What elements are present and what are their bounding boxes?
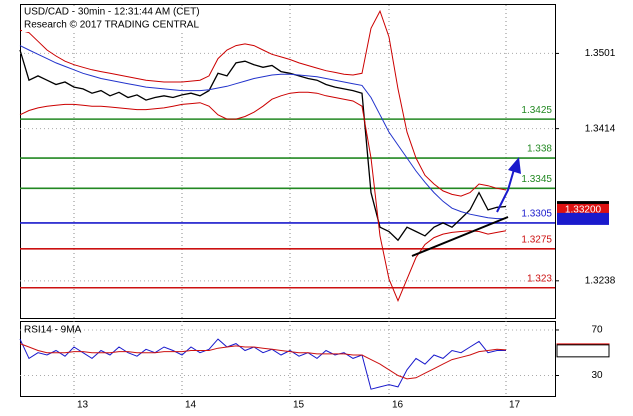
rsi-tick-label: 30 [591, 370, 603, 381]
x-tick-label: 13 [77, 400, 89, 411]
level-label: 1.3425 [521, 105, 552, 116]
indicator-line [19, 9, 507, 197]
y-tick-label: 1.3238 [585, 275, 616, 286]
y-tick-label: 1.3501 [585, 48, 616, 59]
rsi-panel [20, 321, 556, 397]
price-tag [557, 212, 609, 225]
rsi-title: RSI14 - 9MA [24, 325, 82, 336]
x-tick-label: 16 [392, 400, 404, 411]
rsi-line [19, 338, 506, 390]
chart-title: USD/CAD - 30min - 12:31:44 AM (CET) [24, 7, 200, 18]
arrow-head [508, 157, 521, 174]
rsi-tick-label: 70 [591, 325, 603, 336]
rsi-line [19, 343, 507, 380]
indicator-line [19, 91, 507, 303]
x-tick-label: 14 [185, 400, 197, 411]
level-label: 1.3305 [521, 209, 552, 220]
x-tick-label: 15 [293, 400, 305, 411]
chart-subtitle: Research © 2017 TRADING CENTRAL [24, 20, 199, 31]
level-label: 1.3275 [521, 234, 552, 245]
forecast-arrow [496, 165, 516, 213]
level-label: 1.3345 [521, 174, 552, 185]
trend-line [411, 216, 509, 257]
y-tick-label: 1.3414 [585, 123, 616, 134]
x-tick-label: 17 [509, 400, 521, 411]
price-tag-label: 1.33200 [565, 205, 602, 216]
rsi-tag [556, 344, 610, 358]
level-label: 1.338 [527, 144, 552, 155]
indicator-line [19, 45, 506, 220]
level-label: 1.323 [527, 273, 552, 284]
price-line [19, 49, 507, 242]
price-panel [20, 4, 556, 319]
title-box [22, 6, 212, 32]
